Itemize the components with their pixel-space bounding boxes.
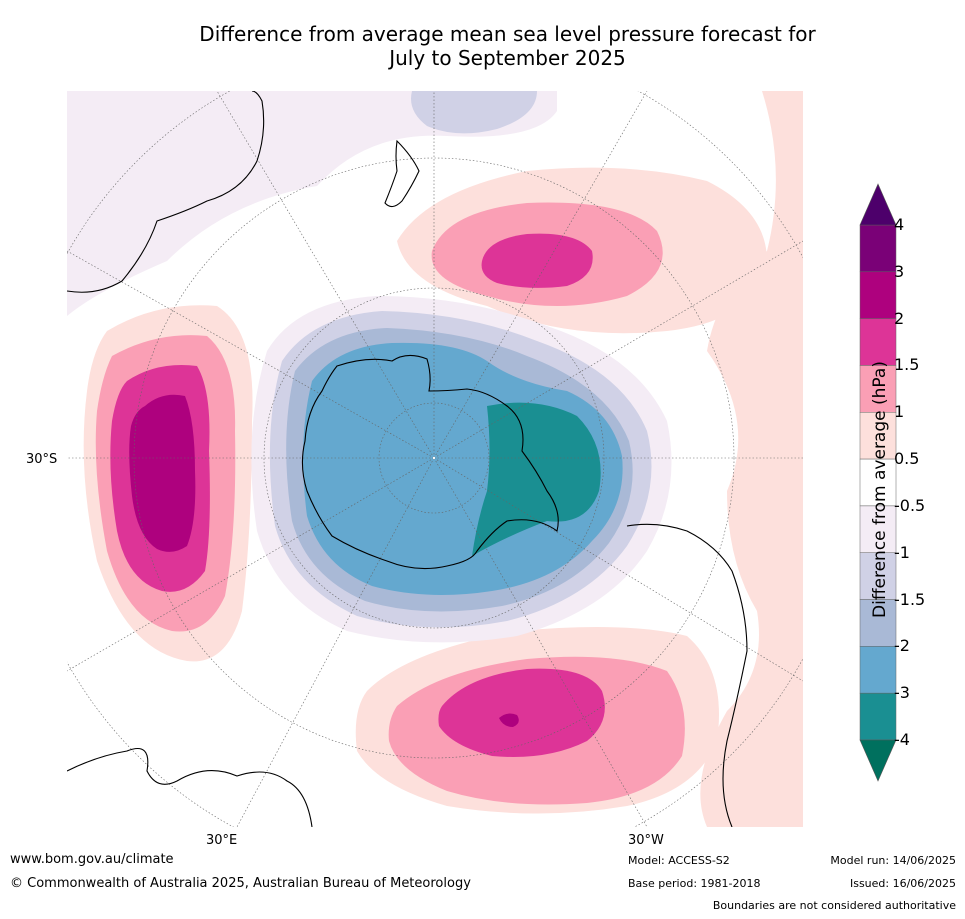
colorbar-tick-label: 1 <box>894 402 905 422</box>
contour-neg-3-central <box>472 402 601 556</box>
colorbar-bin <box>859 505 897 553</box>
footer-model-run: Model run: 14/06/2025 <box>830 854 956 867</box>
lon-label-30e: 30°E <box>206 833 238 848</box>
map-title: Difference from average mean sea level p… <box>120 22 895 70</box>
coastline-south-africa <box>67 747 313 827</box>
colorbar-tick-label: 1.5 <box>894 355 920 375</box>
colorbar-bin <box>859 646 897 694</box>
lon-label-30w: 30°W <box>628 833 664 848</box>
footer-disclaimer: Boundaries are not considered authoritat… <box>712 899 956 912</box>
colorbar <box>859 183 897 782</box>
lat-label-30s: 30°S <box>26 452 58 467</box>
colorbar-tick-label: -4 <box>894 730 910 749</box>
contour-pos-1.5-lower <box>438 668 605 757</box>
south-pole-marker <box>432 456 436 460</box>
colorbar-tick-label: 2 <box>894 308 905 328</box>
colorbar-bin <box>859 224 897 273</box>
colorbar-top-extend <box>859 183 897 226</box>
contour-neg-0.5-north <box>67 91 557 316</box>
colorbar-bin <box>859 271 897 319</box>
title-line-1: Difference from average mean sea level p… <box>199 22 816 46</box>
colorbar-tick-label: -2 <box>894 636 910 656</box>
contour-pos-1.5-upper <box>481 233 593 288</box>
colorbar-bin <box>859 318 897 366</box>
graticule <box>67 91 803 827</box>
contour-pos-2-lower <box>499 713 519 727</box>
colorbar-tick-label: -3 <box>894 683 910 703</box>
colorbar-tick-label: -0.5 <box>894 495 926 515</box>
coastline-south-america <box>626 523 748 827</box>
colorbar-tick-label: 0.5 <box>894 449 920 469</box>
footer-website[interactable]: www.bom.gov.au/climate <box>10 852 174 867</box>
coastline-antarctica <box>301 354 559 570</box>
coastlines <box>67 91 748 827</box>
colorbar-tick-label: -1 <box>894 542 910 562</box>
colorbar-bins <box>859 224 897 741</box>
colorbar-bin <box>859 458 897 507</box>
colorbar-tick-label: 3 <box>894 261 905 281</box>
colorbar-tick-label: -1.5 <box>894 589 926 609</box>
contour-neg-1-north <box>411 91 537 134</box>
contour-pos-0.5-east <box>700 91 803 827</box>
contour-pos-2-left <box>129 394 196 552</box>
colorbar-tick-label: 4 <box>894 215 905 234</box>
footer-base-period: Base period: 1981-2018 <box>628 877 761 890</box>
colorbar-bin <box>859 692 897 741</box>
coastline-australia <box>67 91 265 293</box>
pressure-anomaly-map <box>67 91 803 827</box>
coastline-new-zealand <box>384 139 420 208</box>
colorbar-bin <box>859 412 897 460</box>
footer-model: Model: ACCESS-S2 <box>628 854 730 867</box>
title-line-2: July to September 2025 <box>389 46 626 70</box>
footer-copyright: © Commonwealth of Australia 2025, Austra… <box>10 876 471 891</box>
colorbar-bottom-extend <box>859 739 897 782</box>
footer-issued: Issued: 16/06/2025 <box>849 877 956 890</box>
colorbar-bin <box>859 552 897 600</box>
colorbar-title: Difference from average (hPa) <box>870 361 890 618</box>
colorbar-bin <box>859 365 897 413</box>
